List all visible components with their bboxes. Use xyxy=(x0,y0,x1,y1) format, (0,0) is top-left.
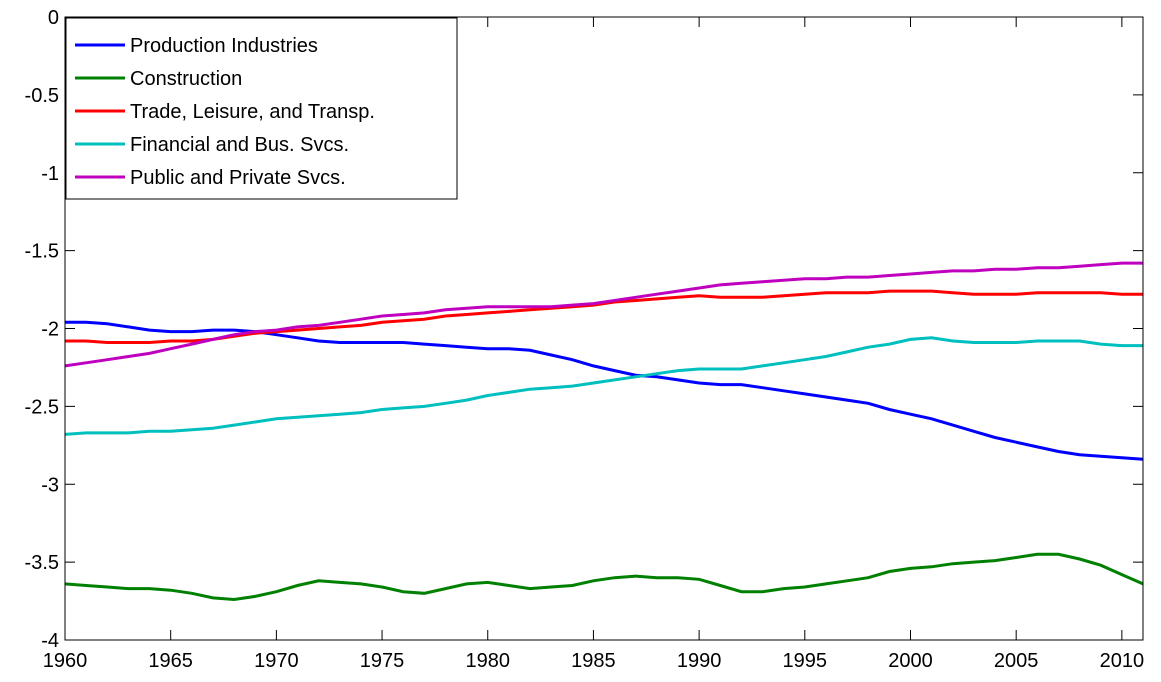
x-tick-label: 1975 xyxy=(360,650,405,672)
x-tick-label: 2005 xyxy=(994,650,1039,672)
series-line xyxy=(64,552,1144,602)
x-tick-label: 1965 xyxy=(148,650,193,672)
y-tick-label: -3 xyxy=(41,474,59,496)
legend: Production Industries Construction Trade, … xyxy=(65,17,458,200)
y-tick-label: -3.5 xyxy=(25,552,59,574)
y-tick-label: -0.5 xyxy=(25,85,59,107)
y-tick-label: -2 xyxy=(41,319,59,341)
y-tick-label: -1 xyxy=(41,163,59,185)
series-line xyxy=(64,336,1143,436)
x-tick-label: 2000 xyxy=(888,650,933,672)
legend-label: Construction xyxy=(130,68,242,90)
x-tick-label: 1970 xyxy=(254,650,299,672)
y-tick-label: -4 xyxy=(41,630,59,652)
axes-box xyxy=(64,16,1144,641)
legend-label: Trade, Leisure, and Transp. xyxy=(130,101,375,123)
y-tick-label: 0 xyxy=(48,7,59,29)
y-tick-label: -1.5 xyxy=(25,241,59,263)
x-tick-label: 1960 xyxy=(43,650,88,672)
series-line xyxy=(64,261,1143,368)
legend-label: Public and Private Svcs. xyxy=(130,167,346,189)
x-tick-label: 1980 xyxy=(465,650,510,672)
legend-box xyxy=(65,17,458,200)
x-tick-label: 1990 xyxy=(677,650,722,672)
legend-label: Financial and Bus. Svcs. xyxy=(130,134,349,156)
series-line xyxy=(65,320,1144,461)
legend-label: Production Industries xyxy=(130,35,318,57)
x-tick-label: 1985 xyxy=(571,650,616,672)
x-tick-label: 1995 xyxy=(783,650,828,672)
x-tick-label: 2010 xyxy=(1100,650,1145,672)
y-tick-label: -2.5 xyxy=(25,396,59,418)
